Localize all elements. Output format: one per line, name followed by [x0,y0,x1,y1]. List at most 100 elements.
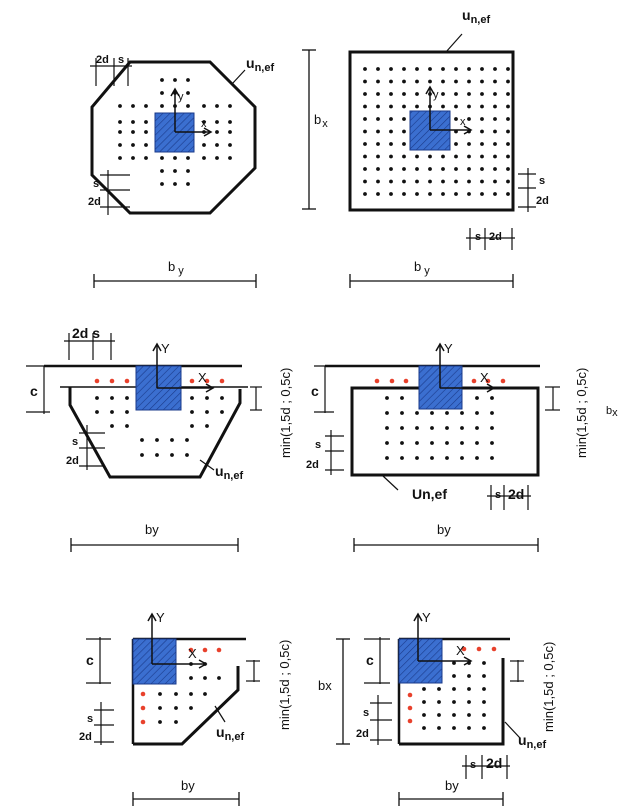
stud-dot [452,700,456,704]
axis-x-label: X [480,370,489,385]
stud-dot [480,129,484,134]
stud-dot [203,692,207,696]
stud-dot [118,143,122,147]
stud-dot [125,424,129,428]
stud-dot [228,143,232,147]
stud-dot [402,117,406,121]
stud-dot [363,129,367,134]
perimeter-subscript: n,ef [471,14,491,26]
dim-2d-label: 2d [79,731,92,743]
stud-dot [506,79,510,84]
perimeter-subscript: n,ef [527,739,547,751]
stud-dot [389,167,393,171]
stud-dot [482,713,486,717]
leader-line [445,33,463,53]
dim-s-label: s [87,713,93,725]
stud-dot [160,91,164,95]
stud-dot [428,192,432,196]
stud-dot [402,154,406,159]
stud-dot [493,179,497,184]
stud-dot [441,179,445,184]
dim-c-label: c [30,383,38,399]
stud-dot [173,78,177,82]
dim-by-sub: y [178,265,184,277]
stud-dot [203,676,207,680]
stud-dot [490,426,494,430]
stud-dot [437,713,441,717]
stud-dots [94,378,225,457]
stud-dot-red [202,647,208,653]
square-perimeter-outline [348,50,515,212]
axis-y-label: y [433,89,439,101]
dim-bx-main: b [606,405,612,417]
stud-dot [118,130,122,134]
stud-dot [422,700,426,704]
stud-dot [158,692,162,696]
dim-c-label: c [86,652,94,668]
stud-dot [454,154,458,159]
axis-y-arrow [435,342,445,352]
stud-dot [202,104,206,108]
stud-dot [389,79,393,84]
stud-dot [186,104,190,108]
stud-dot-red [476,646,482,652]
axis-x-label: x [201,118,207,130]
stud-dot [400,426,404,430]
stud-dot [118,120,122,124]
stud-dot [376,154,380,159]
stud-dot [467,104,471,109]
stud-dot [189,692,193,696]
stud-dot [202,156,206,160]
stud-dot [475,426,479,430]
stud-dot [454,67,458,71]
stud-dot [202,143,206,147]
dim-by-label: by [445,778,459,793]
stud-dot [174,706,178,710]
stud-dot [205,424,209,428]
dim-c-label: c [366,652,374,668]
perimeter-subscript: n,ef [225,731,245,743]
dim-by-sub: y [424,265,430,277]
stud-dot [363,117,367,121]
stud-dot-red [219,378,225,384]
stud-dot [467,79,471,84]
perimeter-label: un,ef [462,7,490,26]
axis-x-arrow [463,125,473,135]
stud-dot [467,179,471,184]
stud-dot [173,182,177,186]
stud-dot [186,91,190,95]
perimeter-u: u [518,732,527,748]
stud-dot [490,396,494,400]
stud-dot [467,167,471,171]
dim-s-label: s [539,175,545,187]
stud-dot [376,79,380,84]
axis-y-arrow [413,612,423,622]
stud-dot [174,720,178,724]
perimeter-u: u [462,7,471,23]
dim-bx-sub: x [612,407,618,419]
stud-dot [170,453,174,457]
octagon-perimeter-outline [90,60,257,215]
stud-dot [144,104,148,108]
stud-dot [441,154,445,159]
stud-dot [437,700,441,704]
stud-dot [428,179,432,184]
stud-dot [385,396,389,400]
stud-dot [437,687,441,691]
axis-x-arrow [486,383,496,393]
dim-2d-label: 2d [88,196,101,208]
stud-dot [402,104,406,109]
dim-2d-s-label: 2d s [72,325,100,341]
axis-x-arrow [203,127,213,137]
stud-dot [402,167,406,171]
stud-dot [506,167,510,171]
stud-dot [506,192,510,196]
stud-dot [506,142,510,146]
stud-dot [493,154,497,159]
stud-dot [454,142,458,146]
stud-dot [185,453,189,457]
dim-s-label: s [363,707,369,719]
perimeter-label: un,ef [215,463,243,482]
